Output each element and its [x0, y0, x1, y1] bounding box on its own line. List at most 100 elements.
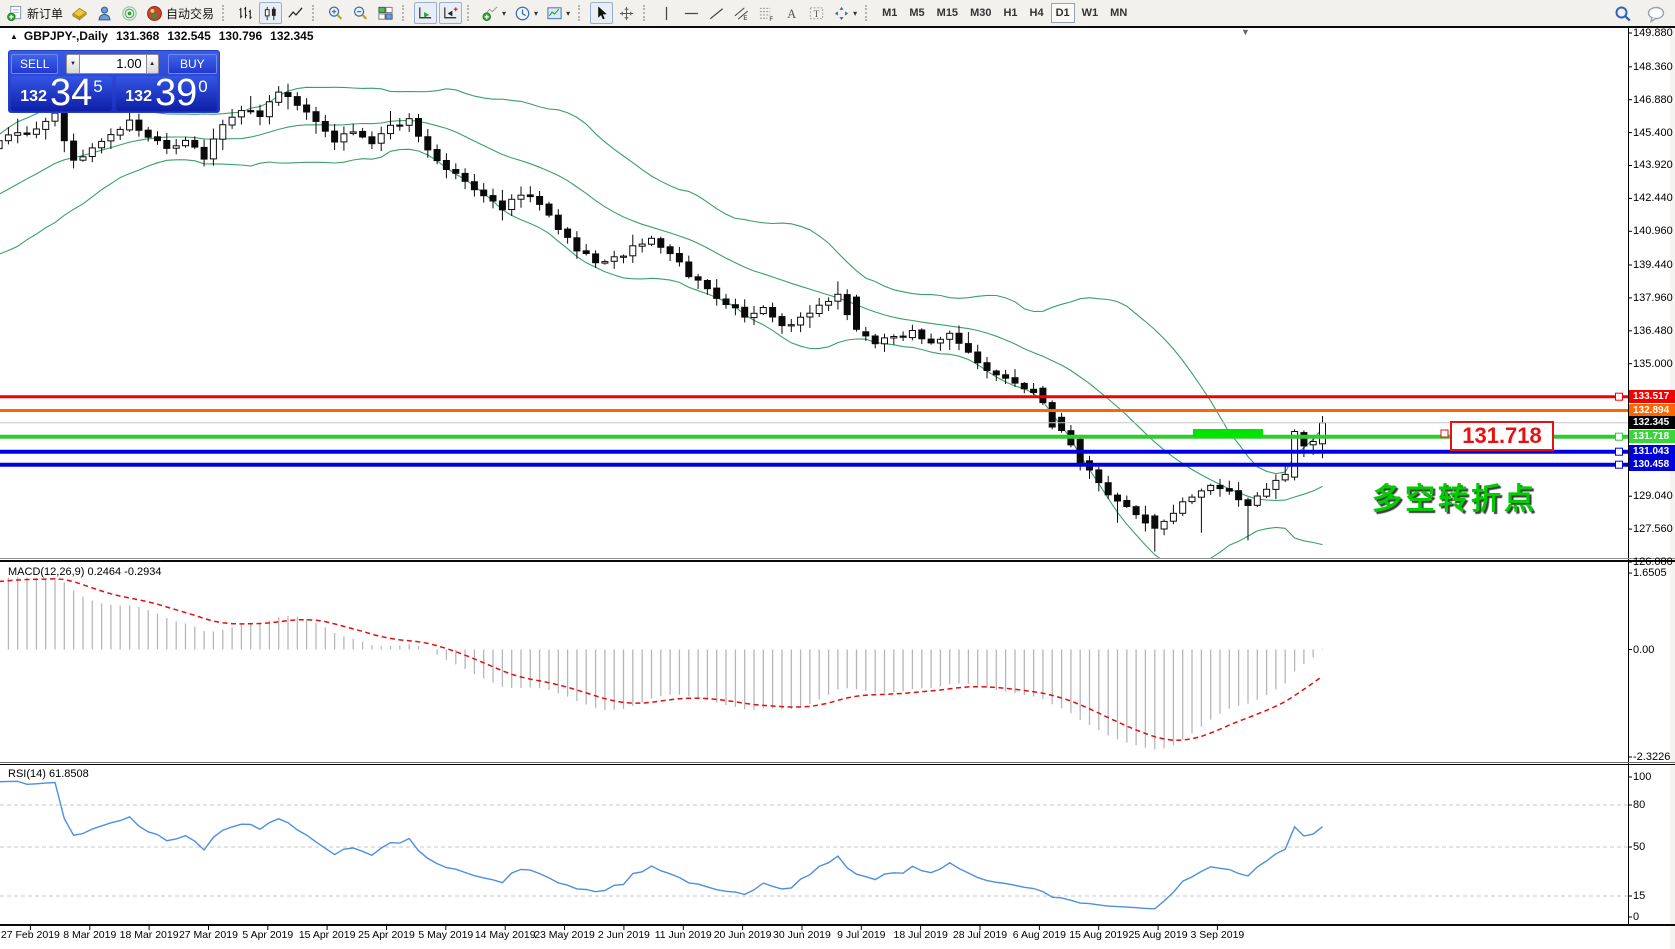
candle: [1141, 514, 1149, 524]
chart-shift-button[interactable]: [439, 2, 463, 24]
candle: [927, 338, 935, 344]
line-anchor-handle[interactable]: [1615, 432, 1623, 441]
candle: [936, 338, 944, 344]
autotrade-button[interactable]: 自动交易: [143, 2, 217, 24]
callout-anchor-handle[interactable]: [1440, 429, 1449, 438]
candle: [23, 132, 31, 135]
zoom-out-button[interactable]: [349, 2, 372, 24]
line-anchor-handle[interactable]: [1615, 447, 1623, 456]
toolbar-group-grip: [467, 5, 473, 21]
timeframe-h1-button[interactable]: H1: [998, 3, 1022, 23]
chat-button[interactable]: [1643, 2, 1666, 24]
candle: [191, 139, 199, 148]
main-pane[interactable]: [0, 83, 1326, 567]
time-axis-label: 11 Jun 2019: [654, 929, 712, 941]
line-chart-button[interactable]: [284, 2, 307, 24]
bar-chart-button[interactable]: [234, 2, 257, 24]
timeframe-m1-button[interactable]: M1: [877, 3, 902, 23]
candle: [14, 132, 22, 136]
candle: [1030, 388, 1038, 393]
timeframe-w1-button[interactable]: W1: [1077, 3, 1104, 23]
timeframe-h4-button[interactable]: H4: [1025, 3, 1049, 23]
macd-rsi-separator-light: [0, 762, 1675, 763]
horizontal-line-button[interactable]: [680, 2, 703, 24]
time-axis-label: 14 May 2019: [474, 929, 536, 941]
macd-pane[interactable]: [0, 577, 1324, 750]
timeframe-d1-button[interactable]: D1: [1050, 3, 1075, 23]
dropdown-arrow-icon[interactable]: ▾: [534, 8, 539, 18]
styler-button[interactable]: [68, 2, 91, 24]
candle: [200, 146, 208, 160]
line-anchor-handle[interactable]: [1615, 392, 1623, 401]
candle: [1319, 422, 1326, 445]
candle: [666, 246, 674, 255]
search-icon: [1613, 5, 1631, 22]
text-label-button[interactable]: T: [805, 2, 828, 24]
price-axis-label: 137.960: [1633, 291, 1673, 304]
search-button[interactable]: [1610, 2, 1633, 24]
timeframe-mn-button[interactable]: MN: [1105, 3, 1132, 23]
candle: [992, 370, 1000, 376]
candle: [1216, 484, 1224, 490]
cursor-button[interactable]: [590, 2, 614, 24]
vertical-line-button[interactable]: [655, 2, 678, 24]
dropdown-arrow-icon[interactable]: ▾: [853, 8, 858, 18]
volume-increase-button[interactable]: ▲: [145, 53, 159, 74]
channel-button[interactable]: E: [730, 2, 753, 24]
trendline-button[interactable]: [705, 2, 728, 24]
buy-price-display[interactable]: 132 39 0: [116, 74, 217, 112]
price-axis-label: 135.000: [1633, 357, 1673, 370]
indicators-button[interactable]: ▾: [479, 2, 509, 24]
collapse-panel-icon[interactable]: ▲: [10, 31, 18, 41]
volume-input[interactable]: [79, 53, 146, 74]
chart-shift-marker-icon[interactable]: ▼: [1241, 27, 1250, 37]
line-anchor-handle[interactable]: [1615, 460, 1623, 469]
timeframe-toolbar: M1 M5 M15 M30 H1 H4 D1 W1 MN: [876, 3, 1133, 23]
sell-price-display[interactable]: 132 34 5: [11, 74, 112, 112]
fibonacci-button[interactable]: F: [755, 2, 778, 24]
dropdown-arrow-icon[interactable]: ▾: [566, 8, 571, 18]
text-button[interactable]: A: [780, 2, 803, 24]
price-callout-label[interactable]: 131.718: [1450, 421, 1554, 451]
candle: [498, 200, 506, 211]
timeframe-m15-button[interactable]: M15: [932, 3, 963, 23]
sell-button[interactable]: SELL: [11, 53, 59, 74]
candle: [759, 307, 767, 315]
main-macd-separator[interactable]: [0, 560, 1675, 562]
price-axis-label: 136.480: [1633, 324, 1673, 337]
buy-price-point: 0: [198, 77, 208, 96]
time-axis-label: 18 Jul 2019: [893, 929, 948, 941]
candle: [228, 116, 236, 126]
zoom-in-button[interactable]: [324, 2, 347, 24]
volume-decrease-button[interactable]: ▼: [66, 53, 80, 74]
toolbar-buttons: 新订单 自动交易 ▾ ▾ ▾ E F A T ▾: [3, 2, 876, 24]
candle: [359, 130, 367, 138]
tile-icon: [377, 5, 394, 22]
candle-chart-button[interactable]: [259, 2, 283, 24]
signal-button[interactable]: [118, 2, 141, 24]
buy-button[interactable]: BUY: [167, 53, 217, 74]
macd-rsi-separator[interactable]: [0, 764, 1675, 765]
auto-scroll-button[interactable]: [414, 2, 438, 24]
templates-button[interactable]: ▾: [543, 2, 573, 24]
candle: [275, 91, 283, 103]
chart-annotation-text[interactable]: 多空转折点: [1372, 483, 1537, 516]
timeframe-m5-button[interactable]: M5: [904, 3, 929, 23]
crosshair-button[interactable]: [615, 2, 638, 24]
time-axis-label: 5 Apr 2019: [242, 929, 294, 941]
candle: [256, 110, 264, 118]
tile-windows-button[interactable]: [374, 2, 397, 24]
profile-button[interactable]: [93, 2, 116, 24]
rsi-pane[interactable]: [0, 780, 1628, 910]
highlight-bar[interactable]: [1193, 429, 1263, 437]
dropdown-arrow-icon[interactable]: ▾: [502, 8, 507, 18]
timeframe-m30-button[interactable]: M30: [965, 3, 996, 23]
buy-price-integer: 132: [125, 88, 152, 105]
arrows-button[interactable]: ▾: [830, 2, 860, 24]
periods-button[interactable]: ▾: [511, 2, 541, 24]
chartshift-icon: [442, 5, 459, 22]
time-axis-label: 5 May 2019: [418, 929, 474, 941]
zoom-in-icon: [327, 5, 344, 22]
new-order-button[interactable]: 新订单: [4, 2, 66, 24]
